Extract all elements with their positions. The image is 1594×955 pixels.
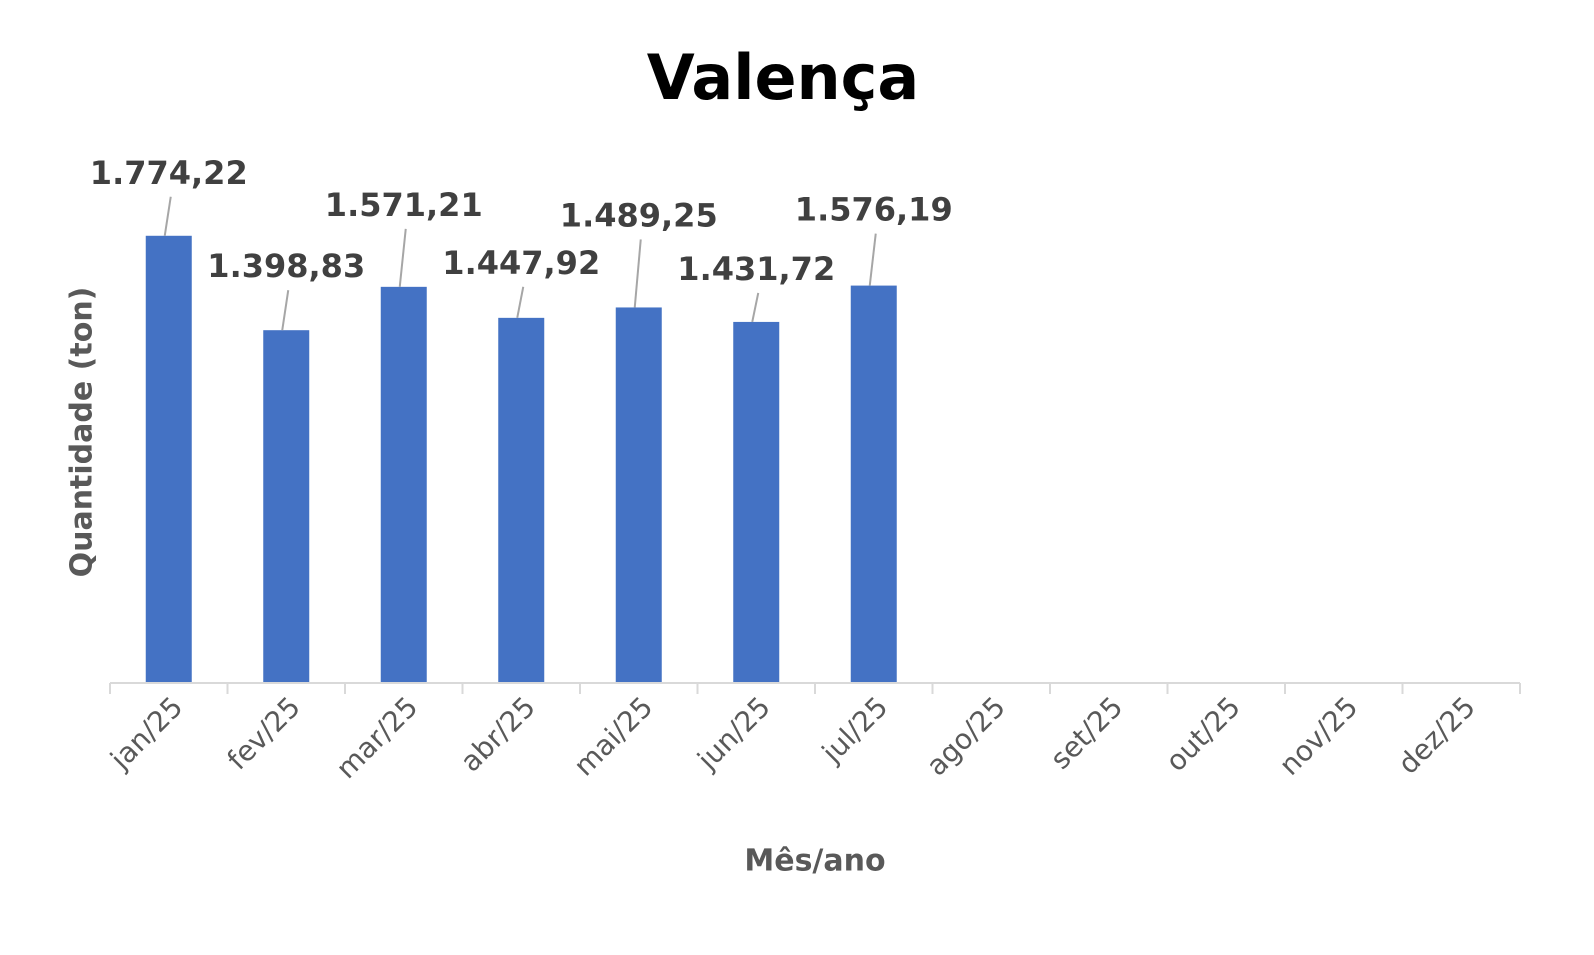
leader-line xyxy=(868,233,877,286)
bar xyxy=(615,307,662,682)
x-tick-label: abr/25 xyxy=(454,690,542,778)
x-tick-label: out/25 xyxy=(1159,690,1247,778)
value-label: 1.571,21 xyxy=(325,186,483,224)
x-tick-label: jul/25 xyxy=(815,690,894,769)
leader-line xyxy=(398,228,407,287)
bar xyxy=(263,330,310,682)
bar xyxy=(145,235,192,682)
x-tick-label: set/25 xyxy=(1044,690,1129,775)
leader-line xyxy=(163,196,172,236)
bar xyxy=(733,321,780,682)
bar xyxy=(380,286,427,682)
x-tick-label: jan/25 xyxy=(103,690,189,776)
leader-line xyxy=(751,292,760,323)
bar xyxy=(498,317,545,682)
x-tick-label: mai/25 xyxy=(567,690,659,782)
leader-line xyxy=(633,239,642,308)
value-label: 1.774,22 xyxy=(90,154,248,192)
x-tick-label: jun/25 xyxy=(690,690,777,777)
x-tick-label: fev/25 xyxy=(221,690,307,776)
chart-title: Valença xyxy=(647,41,919,114)
leader-line xyxy=(281,290,290,331)
x-axis-title: Mês/ano xyxy=(744,844,885,879)
value-label: 1.489,25 xyxy=(560,196,718,234)
y-axis-title: Quantidade (ton) xyxy=(65,287,100,578)
x-tick-label: dez/25 xyxy=(1392,690,1482,780)
value-label: 1.398,83 xyxy=(207,247,365,285)
value-label: 1.447,92 xyxy=(442,244,600,282)
x-tick-label: mar/25 xyxy=(330,690,425,785)
bar xyxy=(850,285,897,682)
value-label: 1.576,19 xyxy=(795,191,953,229)
value-label: 1.431,72 xyxy=(677,250,835,288)
x-tick-label: nov/25 xyxy=(1273,690,1365,782)
leader-line xyxy=(516,286,525,319)
x-tick-label: ago/25 xyxy=(920,690,1012,782)
